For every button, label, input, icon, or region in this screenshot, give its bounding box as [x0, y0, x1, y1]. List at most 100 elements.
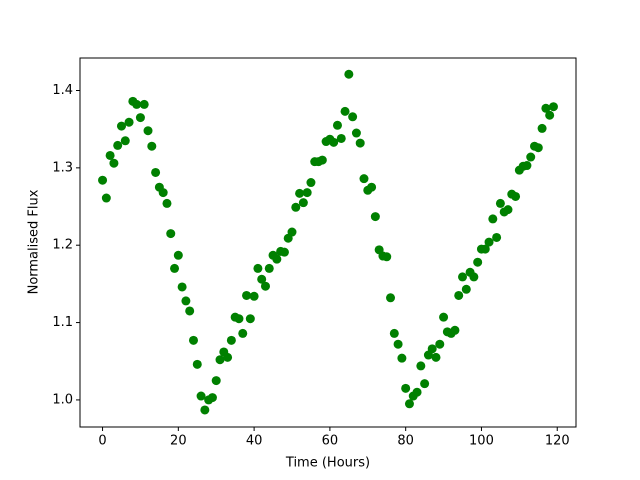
y-tick-label: 1.3: [52, 160, 73, 175]
point: [416, 361, 426, 371]
point: [151, 167, 161, 177]
point: [355, 138, 365, 148]
point: [545, 110, 555, 120]
x-tick-label: 0: [98, 434, 106, 449]
point: [344, 69, 354, 79]
point: [98, 175, 108, 185]
point: [120, 136, 130, 146]
point: [257, 274, 267, 284]
point: [177, 282, 187, 292]
point: [404, 399, 414, 409]
point: [143, 126, 153, 136]
point: [473, 257, 483, 267]
point: [537, 123, 547, 133]
point: [162, 198, 172, 208]
point: [367, 182, 377, 192]
point: [211, 376, 221, 386]
point: [469, 272, 479, 282]
point: [401, 383, 411, 393]
point: [139, 99, 149, 109]
point: [124, 117, 134, 127]
y-tick-label: 1.0: [52, 392, 73, 407]
point: [431, 352, 441, 362]
point: [336, 133, 346, 143]
point: [329, 137, 339, 147]
point: [249, 291, 259, 301]
point: [488, 214, 498, 224]
point: [370, 212, 380, 222]
point: [393, 339, 403, 349]
point: [480, 244, 490, 254]
y-tick-label: 1.1: [52, 315, 73, 330]
point: [526, 152, 536, 162]
point: [495, 198, 505, 208]
point: [188, 335, 198, 345]
point: [291, 202, 301, 212]
point: [461, 284, 471, 294]
point: [435, 339, 445, 349]
point: [170, 263, 180, 273]
point: [412, 387, 422, 397]
point: [348, 112, 358, 122]
point: [533, 143, 543, 153]
y-tick-label: 1.4: [52, 83, 73, 98]
point: [132, 99, 142, 109]
point: [298, 198, 308, 208]
point: [264, 263, 274, 273]
x-tick-label: 60: [322, 434, 339, 449]
point: [503, 205, 513, 215]
point: [287, 227, 297, 237]
point: [522, 161, 532, 171]
point: [242, 290, 252, 300]
point: [340, 106, 350, 116]
point: [223, 352, 233, 362]
point: [439, 312, 449, 322]
point: [450, 325, 460, 335]
point: [158, 188, 168, 198]
point: [397, 353, 407, 363]
point: [245, 314, 255, 324]
x-tick-label: 100: [469, 434, 494, 449]
point: [196, 391, 206, 401]
plot-frame: [79, 57, 577, 428]
point: [135, 113, 145, 123]
x-axis-label: Time (Hours): [285, 456, 370, 471]
point: [253, 263, 263, 273]
point: [484, 237, 494, 247]
x-tick-label: 120: [545, 434, 570, 449]
point: [458, 272, 468, 282]
point: [105, 150, 115, 160]
point: [454, 290, 464, 300]
point: [116, 121, 126, 131]
point: [181, 296, 191, 306]
point: [200, 405, 210, 415]
point: [147, 141, 157, 151]
point: [279, 247, 289, 257]
point: [185, 306, 195, 316]
x-tick-label: 40: [246, 434, 263, 449]
point: [173, 250, 183, 260]
point: [511, 191, 521, 201]
point: [238, 328, 248, 338]
y-axis-label: Normalised Flux: [27, 189, 42, 294]
x-tick-label: 20: [170, 434, 187, 449]
point: [351, 128, 361, 138]
point: [101, 193, 111, 203]
point: [260, 281, 270, 291]
point: [359, 174, 369, 184]
point: [207, 393, 217, 403]
point: [226, 335, 236, 345]
point: [192, 359, 202, 369]
x-tick-label: 80: [397, 434, 414, 449]
point: [109, 158, 119, 168]
point: [427, 344, 437, 354]
point: [166, 229, 176, 239]
point: [272, 254, 282, 264]
point: [420, 379, 430, 389]
point: [234, 314, 244, 324]
point: [389, 328, 399, 338]
point: [332, 120, 342, 130]
point: [295, 188, 305, 198]
